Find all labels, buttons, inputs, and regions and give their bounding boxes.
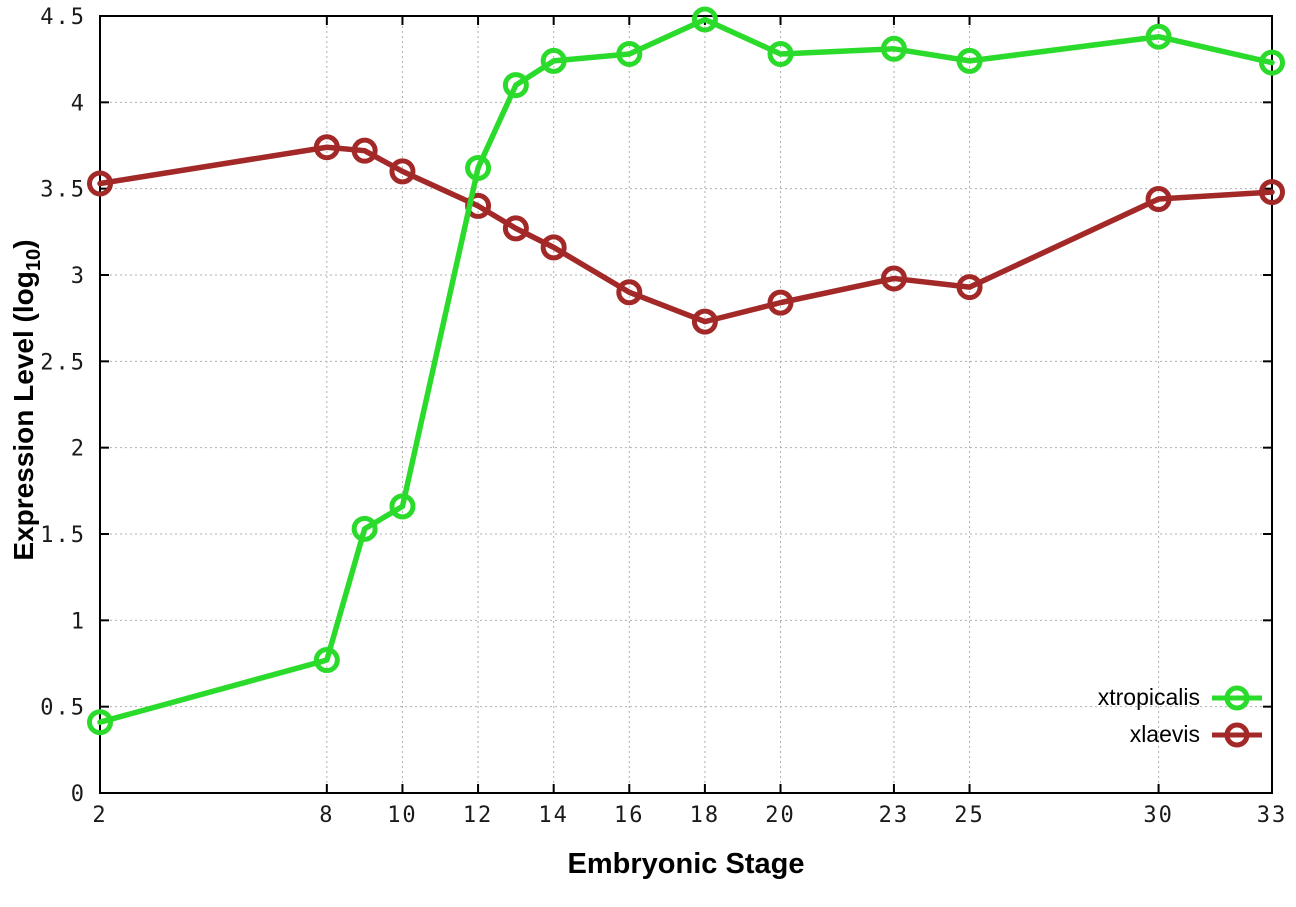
data-point-xlaevis — [1145, 186, 1172, 213]
series-line-xlaevis — [97, 144, 1275, 325]
y-tick-label: 0.5 — [40, 696, 86, 721]
y-tick-label: 2 — [71, 437, 86, 462]
x-tick-label: 25 — [954, 803, 985, 828]
y-tick-label: 3 — [71, 264, 86, 289]
legend-label-xlaevis: xlaevis — [1129, 721, 1200, 747]
legend-item-xlaevis: xlaevis — [1130, 718, 1264, 751]
data-point-xtropicalis — [880, 35, 907, 62]
legend-label-xtropicalis: xtropicalis — [1097, 684, 1200, 710]
plot-frame — [99, 15, 1273, 794]
x-tick-label: 30 — [1143, 803, 1174, 828]
data-point-xlaevis — [389, 158, 416, 185]
data-point-xlaevis — [880, 265, 907, 292]
legend: xtropicalis xlaevis — [1098, 681, 1264, 751]
data-point-xlaevis — [502, 215, 529, 242]
y-axis-title-close: ) — [8, 239, 40, 249]
data-point-xlaevis — [313, 134, 340, 161]
data-point-xtropicalis — [540, 47, 567, 74]
y-tick-label: 4.5 — [40, 5, 86, 30]
data-point-xtropicalis — [1145, 23, 1172, 50]
data-point-xtropicalis — [767, 40, 794, 67]
y-tick-label: 0 — [71, 782, 86, 807]
y-tick-label: 1.5 — [40, 523, 86, 548]
x-tick-label: 2 — [92, 803, 107, 828]
legend-item-xtropicalis: xtropicalis — [1098, 681, 1264, 714]
x-tick-label: 20 — [765, 803, 796, 828]
series-line-xtropicalis — [97, 16, 1275, 725]
x-tick-label: 18 — [690, 803, 721, 828]
legend-marker-xlaevis-icon — [1212, 722, 1262, 747]
data-point-xlaevis — [87, 170, 113, 197]
data-point-xlaevis — [616, 279, 643, 306]
legend-marker-xtropicalis-icon — [1212, 685, 1262, 710]
data-point-xtropicalis — [87, 709, 113, 736]
y-tick-label: 2.5 — [40, 350, 86, 375]
x-axis-title: Embryonic Stage — [567, 848, 805, 880]
data-point-xtropicalis — [389, 493, 416, 520]
x-tick-label: 33 — [1257, 803, 1288, 828]
x-tick-label: 23 — [879, 803, 910, 828]
data-point-xlaevis — [691, 308, 718, 335]
y-tick-label: 1 — [71, 609, 86, 634]
data-point-xlaevis — [956, 274, 983, 301]
x-tick-label: 16 — [614, 803, 645, 828]
data-point-xlaevis — [1259, 179, 1285, 206]
y-tick-label: 4 — [71, 91, 86, 116]
y-tick-label: 3.5 — [40, 178, 86, 203]
data-point-xlaevis — [540, 234, 567, 261]
y-axis-title: Expression Level (log10) — [8, 239, 46, 560]
x-tick-label: 14 — [538, 803, 569, 828]
data-point-xtropicalis — [351, 515, 378, 542]
x-tick-label: 8 — [319, 803, 334, 828]
data-point-xtropicalis — [956, 47, 983, 74]
data-point-xtropicalis — [465, 154, 492, 181]
data-point-xtropicalis — [691, 6, 718, 33]
x-tick-label: 12 — [463, 803, 494, 828]
data-point-xtropicalis — [313, 647, 340, 674]
data-point-xlaevis — [767, 289, 794, 316]
data-point-xtropicalis — [502, 72, 529, 99]
data-point-xlaevis — [351, 137, 378, 164]
data-point-xtropicalis — [1259, 49, 1285, 76]
x-tick-label: 10 — [387, 803, 418, 828]
data-point-xtropicalis — [616, 40, 643, 67]
y-axis-title-subscript: 10 — [22, 248, 45, 272]
y-axis-title-text: Expression Level (log — [8, 271, 40, 561]
